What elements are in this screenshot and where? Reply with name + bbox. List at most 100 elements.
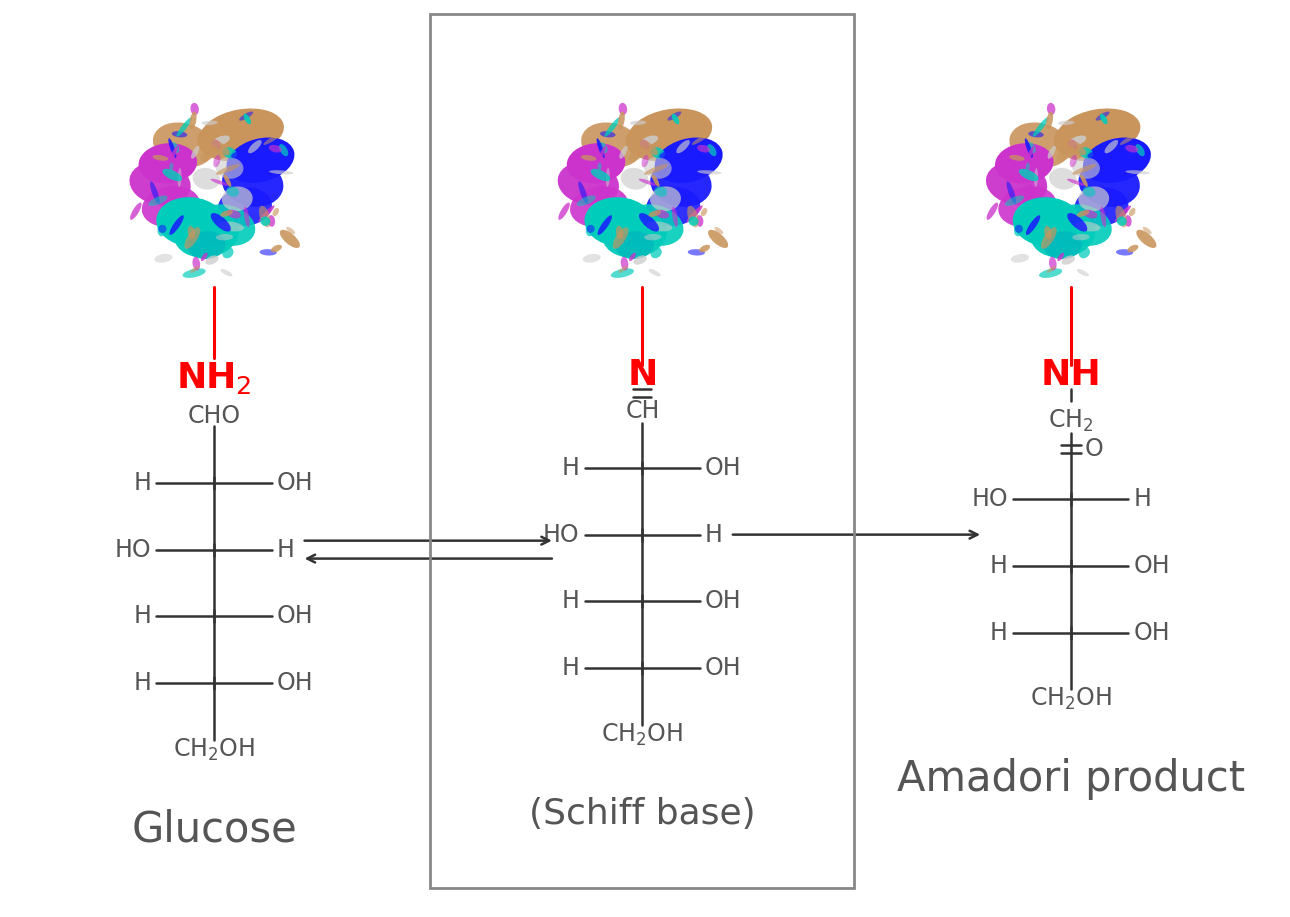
Text: OH: OH [706,590,742,613]
Ellipse shape [1100,206,1106,227]
Ellipse shape [218,221,244,231]
Ellipse shape [655,210,670,218]
Text: CHO: CHO [187,404,241,428]
Ellipse shape [986,161,1047,205]
Ellipse shape [191,103,199,115]
Text: H: H [989,554,1007,578]
Text: OH: OH [277,471,313,495]
Text: H: H [133,671,151,695]
Ellipse shape [1075,221,1100,231]
Ellipse shape [995,143,1054,183]
Ellipse shape [244,206,250,227]
Ellipse shape [1023,146,1035,167]
Ellipse shape [672,206,677,227]
Ellipse shape [169,215,183,235]
Ellipse shape [619,146,627,159]
Ellipse shape [697,215,703,226]
Ellipse shape [1015,225,1023,233]
Text: OH: OH [1134,621,1170,645]
Ellipse shape [212,136,230,146]
Ellipse shape [1067,179,1085,186]
Ellipse shape [1033,117,1049,137]
Ellipse shape [610,269,633,278]
Ellipse shape [221,269,232,276]
Ellipse shape [270,171,294,174]
Ellipse shape [271,245,283,252]
Ellipse shape [170,142,179,153]
Ellipse shape [689,216,698,226]
Ellipse shape [142,186,200,226]
Ellipse shape [626,122,684,161]
Ellipse shape [192,257,200,271]
Ellipse shape [1041,227,1057,249]
Ellipse shape [168,138,177,158]
Ellipse shape [227,138,294,183]
Ellipse shape [615,226,623,239]
Text: OH: OH [1134,554,1170,578]
Text: (Schiff base): (Schiff base) [529,798,756,832]
Text: H: H [561,656,579,680]
Ellipse shape [259,144,272,164]
Ellipse shape [586,217,597,237]
Ellipse shape [227,186,239,197]
Ellipse shape [707,144,716,156]
Ellipse shape [1024,183,1036,197]
Ellipse shape [1013,197,1082,247]
Ellipse shape [1011,254,1029,262]
Ellipse shape [626,204,684,246]
Ellipse shape [672,114,680,125]
Ellipse shape [1027,142,1036,153]
Ellipse shape [600,131,615,138]
Ellipse shape [1038,269,1062,278]
Ellipse shape [261,216,270,226]
Ellipse shape [596,138,605,158]
Text: H: H [706,523,722,547]
Ellipse shape [259,249,276,256]
Ellipse shape [1035,168,1038,187]
Ellipse shape [1019,169,1038,182]
Ellipse shape [606,168,610,187]
Ellipse shape [244,114,252,125]
Text: H: H [133,604,151,628]
Ellipse shape [190,266,200,273]
Ellipse shape [138,143,197,183]
Ellipse shape [1116,249,1133,256]
Ellipse shape [639,213,659,232]
Ellipse shape [1143,226,1152,234]
Ellipse shape [640,139,649,149]
Ellipse shape [615,231,654,260]
Ellipse shape [584,197,654,247]
Ellipse shape [222,148,237,159]
Ellipse shape [1135,144,1144,156]
Ellipse shape [649,269,660,276]
Ellipse shape [637,139,658,155]
Ellipse shape [1044,231,1082,260]
Ellipse shape [578,182,588,204]
Ellipse shape [1077,210,1089,217]
Ellipse shape [580,155,596,160]
Ellipse shape [148,195,168,206]
Ellipse shape [1047,146,1055,159]
Ellipse shape [183,269,206,278]
Ellipse shape [1069,155,1077,167]
Text: N: N [627,359,658,392]
Text: CH$_2$OH: CH$_2$OH [173,736,255,763]
Text: Amadori product: Amadori product [897,758,1245,800]
Ellipse shape [1006,182,1017,204]
Ellipse shape [583,254,601,262]
Ellipse shape [676,140,690,153]
Ellipse shape [258,205,275,222]
Ellipse shape [259,205,271,227]
Ellipse shape [1009,123,1071,167]
Ellipse shape [227,210,241,218]
Ellipse shape [248,140,262,153]
Ellipse shape [591,169,610,182]
Text: HO: HO [971,487,1007,511]
Ellipse shape [239,112,253,121]
Ellipse shape [223,174,231,187]
Ellipse shape [1049,257,1057,271]
Ellipse shape [213,155,221,167]
Ellipse shape [163,169,182,182]
Ellipse shape [675,161,688,176]
Ellipse shape [155,254,173,262]
